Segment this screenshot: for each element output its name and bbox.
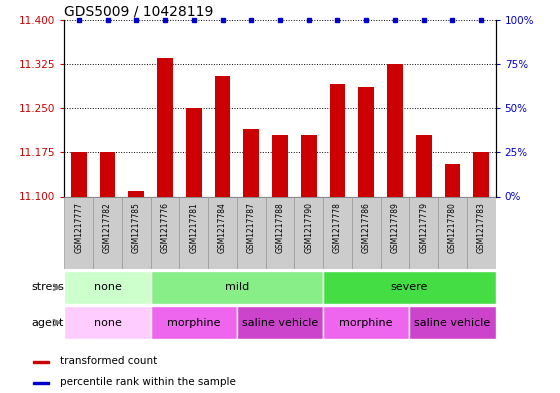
FancyBboxPatch shape [409, 306, 496, 339]
Bar [32, 382, 49, 384]
FancyBboxPatch shape [381, 196, 409, 269]
Text: GSM1217782: GSM1217782 [103, 202, 112, 253]
Text: severe: severe [391, 282, 428, 292]
FancyBboxPatch shape [151, 271, 323, 304]
Text: GSM1217778: GSM1217778 [333, 202, 342, 253]
Text: GSM1217783: GSM1217783 [477, 202, 486, 253]
FancyBboxPatch shape [295, 196, 323, 269]
Bar [473, 152, 489, 196]
Text: mild: mild [225, 282, 249, 292]
Text: GSM1217780: GSM1217780 [448, 202, 457, 253]
Text: GDS5009 / 10428119: GDS5009 / 10428119 [64, 4, 214, 18]
FancyBboxPatch shape [265, 196, 295, 269]
Text: percentile rank within the sample: percentile rank within the sample [59, 377, 235, 387]
Bar [244, 129, 259, 196]
FancyBboxPatch shape [467, 196, 496, 269]
FancyBboxPatch shape [323, 196, 352, 269]
FancyBboxPatch shape [409, 196, 438, 269]
Text: GSM1217779: GSM1217779 [419, 202, 428, 253]
FancyBboxPatch shape [323, 306, 409, 339]
Text: GSM1217784: GSM1217784 [218, 202, 227, 253]
FancyBboxPatch shape [93, 196, 122, 269]
FancyBboxPatch shape [64, 271, 151, 304]
FancyBboxPatch shape [208, 196, 237, 269]
Text: agent: agent [31, 318, 64, 328]
Text: GSM1217790: GSM1217790 [304, 202, 313, 253]
Text: GSM1217776: GSM1217776 [161, 202, 170, 253]
Bar [301, 134, 316, 196]
Bar [32, 361, 49, 364]
Text: morphine: morphine [167, 318, 221, 328]
Text: morphine: morphine [339, 318, 393, 328]
Bar [416, 134, 432, 196]
Bar [330, 84, 346, 196]
Text: GSM1217777: GSM1217777 [74, 202, 83, 253]
FancyBboxPatch shape [352, 196, 381, 269]
FancyBboxPatch shape [237, 196, 265, 269]
FancyBboxPatch shape [438, 196, 467, 269]
Text: saline vehicle: saline vehicle [414, 318, 491, 328]
Bar [272, 134, 288, 196]
Text: GSM1217785: GSM1217785 [132, 202, 141, 253]
Bar [445, 164, 460, 196]
Bar [387, 64, 403, 196]
FancyBboxPatch shape [122, 196, 151, 269]
Text: GSM1217789: GSM1217789 [390, 202, 399, 253]
Text: GSM1217786: GSM1217786 [362, 202, 371, 253]
FancyBboxPatch shape [179, 196, 208, 269]
Text: none: none [94, 318, 122, 328]
Bar [100, 152, 115, 196]
Text: GSM1217787: GSM1217787 [247, 202, 256, 253]
Bar [128, 191, 144, 196]
Text: GSM1217788: GSM1217788 [276, 202, 284, 253]
FancyBboxPatch shape [64, 306, 151, 339]
Bar [186, 108, 202, 196]
Text: transformed count: transformed count [59, 356, 157, 366]
FancyBboxPatch shape [64, 196, 93, 269]
Text: GSM1217781: GSM1217781 [189, 202, 198, 253]
FancyBboxPatch shape [151, 196, 179, 269]
Text: none: none [94, 282, 122, 292]
FancyBboxPatch shape [237, 306, 323, 339]
Bar [358, 87, 374, 196]
Bar [214, 76, 230, 196]
FancyBboxPatch shape [151, 306, 237, 339]
Text: saline vehicle: saline vehicle [242, 318, 318, 328]
FancyBboxPatch shape [323, 271, 496, 304]
Bar [71, 152, 87, 196]
Text: stress: stress [31, 282, 64, 292]
Bar [157, 58, 173, 196]
